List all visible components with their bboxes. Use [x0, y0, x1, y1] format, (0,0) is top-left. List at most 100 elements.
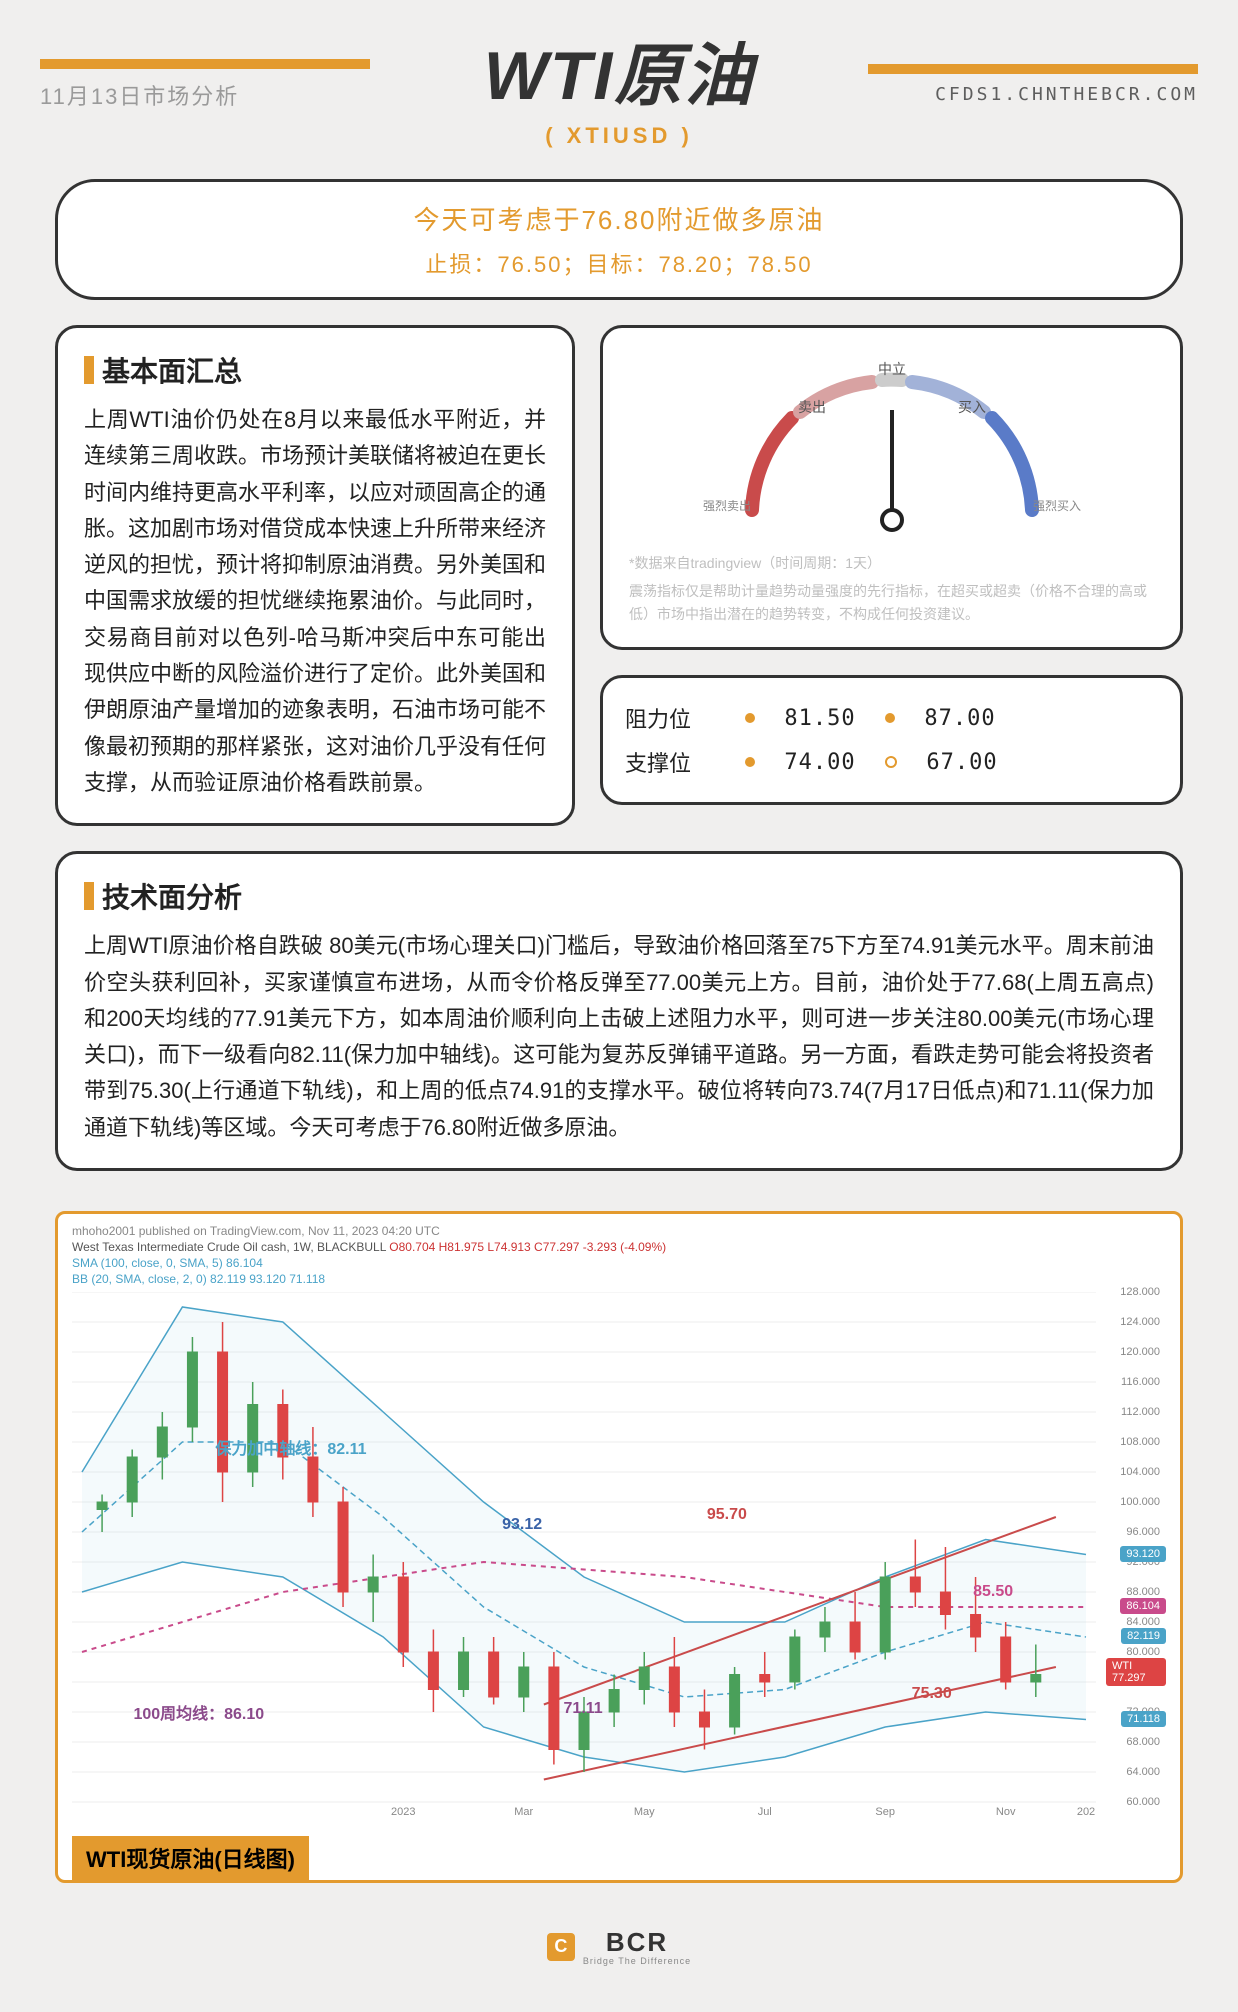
technical-title-row: 技术面分析: [84, 876, 1154, 916]
fundamentals-box: 基本面汇总 上周WTI油价仍处在8月以来最低水平附近，并连续第三周收跌。市场预计…: [55, 325, 575, 826]
chart-annotation: 93.12: [502, 1516, 542, 1534]
bullet-icon: [745, 757, 755, 767]
header-left: 11月13日市场分析: [0, 59, 464, 111]
footer-logo: C BCR Bridge The Difference: [547, 1927, 691, 1966]
price-tick: 104.000: [1120, 1466, 1160, 1478]
page: 11月13日市场分析 WTI原油 ( XTIUSD ) CFDS1.CHNTHE…: [0, 0, 1238, 1988]
content: 今天可考虑于76.80附近做多原油 止损：76.50；目标：78.20；78.5…: [0, 149, 1238, 1191]
chart-area: 60.00064.00068.00072.00076.00080.00084.0…: [72, 1292, 1166, 1832]
price-tag: 86.104: [1120, 1598, 1166, 1614]
gauge-note-2: 震荡指标仅是帮助计量趋势动量强度的先行指标，在超买或超卖（价格不合理的高或低）市…: [629, 580, 1154, 625]
header-right: CFDS1.CHNTHEBCR.COM: [774, 64, 1238, 105]
price-tick: 68.000: [1126, 1736, 1160, 1748]
support-2: 67.00: [907, 750, 1017, 775]
time-tick: Sep: [875, 1806, 895, 1818]
price-tag: 93.120: [1120, 1546, 1166, 1562]
price-tick: 88.000: [1126, 1586, 1160, 1598]
levels-box: 阻力位 81.50 87.00 支撑位 74.00 67.00: [600, 675, 1183, 805]
chart-meta-publish: mhoho2001 published on TradingView.com, …: [72, 1224, 1166, 1238]
price-tick: 80.000: [1126, 1646, 1160, 1658]
price-tick: 60.000: [1126, 1796, 1160, 1808]
chart-meta-bb: BB (20, SMA, close, 2, 0) 82.119 93.120 …: [72, 1272, 1166, 1286]
gauge-label-neutral: 中立: [878, 361, 906, 377]
row-fundamentals-gauge: 基本面汇总 上周WTI油价仍处在8月以来最低水平附近，并连续第三周收跌。市场预计…: [55, 325, 1183, 826]
resistance-2: 87.00: [905, 706, 1015, 731]
price-tick: 64.000: [1126, 1766, 1160, 1778]
accent-bar-right: [868, 64, 1198, 74]
technical-title: 技术面分析: [102, 876, 242, 916]
price-tick: 120.000: [1120, 1346, 1160, 1358]
right-column: 中立 卖出 买入 强烈卖出 强烈买入 *数据来自tradingview（时间周期…: [600, 325, 1183, 826]
header-center: WTI原油 ( XTIUSD ): [464, 20, 775, 149]
chart-meta-ohlc: West Texas Intermediate Crude Oil cash, …: [72, 1240, 1166, 1254]
resistance-label: 阻力位: [625, 702, 735, 734]
time-tick: 202: [1077, 1806, 1095, 1818]
footer-text-wrap: BCR Bridge The Difference: [583, 1927, 691, 1966]
page-subtitle: ( XTIUSD ): [484, 123, 755, 149]
gauge-box: 中立 卖出 买入 强烈卖出 强烈买入 *数据来自tradingview（时间周期…: [600, 325, 1183, 650]
chart-annotation: 71.11: [564, 1700, 603, 1718]
chart-annotation: 95.70: [707, 1506, 747, 1524]
recommendation-box: 今天可考虑于76.80附近做多原油 止损：76.50；目标：78.20；78.5…: [55, 179, 1183, 300]
price-tick: 128.000: [1120, 1286, 1160, 1298]
logo-mark-icon: C: [547, 1933, 575, 1961]
footer-brand: BCR: [583, 1927, 691, 1958]
time-tick: Mar: [514, 1806, 533, 1818]
fundamentals-body: 上周WTI油价仍处在8月以来最低水平附近，并连续第三周收跌。市场预计美联储将被迫…: [84, 402, 546, 801]
time-tick: Jul: [758, 1806, 772, 1818]
chart-annotation: 保力加中轴线：82.11: [215, 1435, 366, 1459]
price-tick: 100.000: [1120, 1496, 1160, 1508]
footer: C BCR Bridge The Difference: [0, 1913, 1238, 1988]
chart-annotation: 75.30: [912, 1685, 952, 1703]
time-tick: Nov: [996, 1806, 1016, 1818]
gauge-pivot: [882, 510, 902, 530]
price-tick: 108.000: [1120, 1436, 1160, 1448]
time-tick: 2023: [391, 1806, 415, 1818]
report-date: 11月13日市场分析: [40, 79, 464, 111]
chart-annotation: 85.50: [973, 1583, 1013, 1601]
gauge-label-strong-buy: 强烈买入: [1032, 499, 1080, 513]
support-label: 支撑位: [625, 746, 735, 778]
chart-svg: [72, 1292, 1166, 1832]
gauge-arc-strong-buy: [992, 418, 1032, 510]
gauge-svg: 中立 卖出 买入 强烈卖出 强烈买入: [682, 360, 1102, 540]
gauge-label-strong-sell: 强烈卖出: [702, 499, 750, 513]
accent-bar-icon: [84, 356, 94, 384]
bullet-hollow-icon: [885, 756, 897, 768]
price-axis: 60.00064.00068.00072.00076.00080.00084.0…: [1106, 1292, 1166, 1802]
fundamentals-title: 基本面汇总: [102, 350, 242, 390]
price-tag: 71.118: [1121, 1711, 1166, 1727]
gauge-label-sell: 卖出: [798, 399, 826, 415]
bullet-icon: [885, 713, 895, 723]
price-tag: WTI 77.297: [1106, 1658, 1166, 1686]
footer-tagline: Bridge The Difference: [583, 1956, 691, 1966]
site-url: CFDS1.CHNTHEBCR.COM: [774, 84, 1198, 105]
recommendation-line2: 止损：76.50；目标：78.20；78.50: [88, 247, 1150, 279]
gauge-label-buy: 买入: [958, 399, 986, 415]
resistance-1: 81.50: [765, 706, 875, 731]
gauge-note-1: *数据来自tradingview（时间周期：1天）: [629, 552, 1154, 574]
recommendation-line1: 今天可考虑于76.80附近做多原油: [88, 200, 1150, 237]
price-tick: 124.000: [1120, 1316, 1160, 1328]
chart-title-banner: WTI现货原油(日线图): [72, 1836, 309, 1880]
price-tick: 112.000: [1121, 1406, 1160, 1418]
price-tick: 96.000: [1126, 1526, 1160, 1538]
price-tick: 84.000: [1126, 1616, 1160, 1628]
chart-meta-symbol: West Texas Intermediate Crude Oil cash, …: [72, 1240, 386, 1254]
fundamentals-title-row: 基本面汇总: [84, 350, 546, 390]
bullet-icon: [745, 713, 755, 723]
price-tick: 116.000: [1121, 1376, 1160, 1388]
support-1: 74.00: [765, 750, 875, 775]
gauge-wrap: 中立 卖出 买入 强烈卖出 强烈买入: [629, 350, 1154, 546]
chart-annotation: 100周均线：86.10: [133, 1700, 264, 1724]
technical-box: 技术面分析 上周WTI原油价格自跌破 80美元(市场心理关口)门槛后，导致油价格…: [55, 851, 1183, 1171]
accent-bar-icon: [84, 882, 94, 910]
resistance-row: 阻力位 81.50 87.00: [625, 696, 1158, 740]
time-axis: 2023MarMayJulSepNov202: [72, 1806, 1096, 1826]
accent-bar-left: [40, 59, 370, 69]
price-tag: 82.119: [1121, 1628, 1166, 1644]
chart-meta-ohlc-values: O80.704 H81.975 L74.913 C77.297 -3.293 (…: [389, 1240, 666, 1254]
technical-body: 上周WTI原油价格自跌破 80美元(市场心理关口)门槛后，导致油价格回落至75下…: [84, 928, 1154, 1146]
gauge-arc-strong-sell: [752, 418, 792, 510]
page-title: WTI原油: [484, 20, 755, 119]
